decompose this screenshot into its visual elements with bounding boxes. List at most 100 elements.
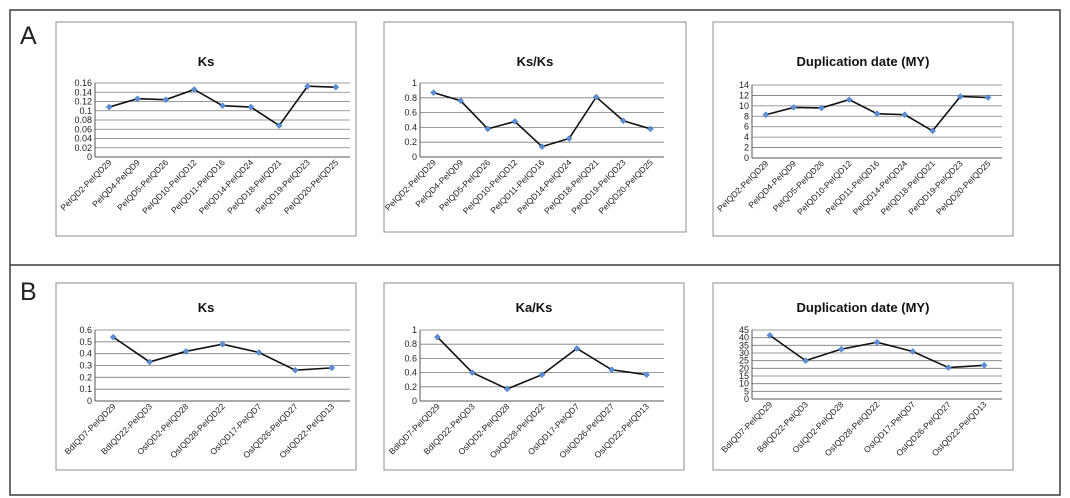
data-point — [818, 104, 825, 112]
chart-title: Ks — [198, 54, 215, 69]
y-tick-label: 0.14 — [74, 87, 92, 97]
y-tick-label: 0 — [412, 152, 417, 162]
data-point — [468, 369, 476, 376]
figure-frame — [9, 9, 1061, 496]
data-point — [538, 371, 546, 379]
y-tick-label: 14 — [739, 80, 749, 90]
data-point — [956, 93, 964, 100]
data-point — [219, 102, 226, 110]
data-point — [332, 83, 340, 91]
y-tick-label: 12 — [739, 90, 749, 100]
data-point — [182, 347, 190, 355]
y-tick-label: 0.6 — [79, 325, 92, 335]
y-tick-label: 0.2 — [79, 372, 92, 382]
data-point — [802, 357, 809, 365]
data-point — [565, 135, 573, 142]
y-tick-label: 0 — [87, 152, 92, 162]
y-tick-label: 0.4 — [404, 368, 417, 378]
chart-1: Ks00.020.040.060.080.10.120.140.16PeIQD2… — [55, 21, 357, 237]
data-point — [766, 332, 774, 339]
y-tick-label: 0.06 — [74, 124, 92, 134]
y-tick-label: 0.4 — [404, 122, 417, 132]
y-tick-label: 0.4 — [79, 349, 92, 359]
chart-title: Duplication date (MY) — [797, 300, 930, 315]
y-tick-label: 25 — [739, 356, 749, 366]
y-tick-label: 0.3 — [79, 361, 92, 371]
data-point — [790, 104, 798, 111]
data-point — [608, 366, 616, 374]
y-tick-label: 0.8 — [404, 339, 417, 349]
chart-4: Ks00.10.20.30.40.50.6BdIQD7-PeIQD29BdIQD… — [55, 282, 357, 471]
data-point — [909, 348, 917, 355]
y-tick-label: 0.02 — [74, 143, 92, 153]
y-tick-label: 0.16 — [74, 78, 92, 88]
data-point — [929, 127, 936, 135]
y-tick-label: 10 — [739, 101, 749, 111]
chart-3: Duplication date (MY)02468101214PeIQD2-P… — [712, 21, 1014, 237]
data-point — [247, 103, 255, 111]
y-tick-label: 15 — [739, 371, 749, 381]
y-tick-label: 10 — [739, 379, 749, 389]
chart-frame — [712, 21, 1014, 237]
y-tick-label: 20 — [739, 363, 749, 373]
data-point — [901, 111, 909, 119]
data-point — [873, 338, 881, 346]
data-point — [837, 345, 845, 353]
chart-title: Duplication date (MY) — [797, 54, 930, 69]
chart-title: Ks/Ks — [517, 54, 554, 69]
chart-frame — [55, 282, 357, 471]
y-tick-label: 0.8 — [404, 93, 417, 103]
y-tick-label: 0.12 — [74, 97, 92, 107]
y-tick-label: 0.6 — [404, 353, 417, 363]
y-tick-label: 5 — [744, 386, 749, 396]
chart-5: Ka/Ks00.20.40.60.81BdIQD7-PeIQD29BdIQD22… — [383, 282, 685, 471]
data-point — [873, 110, 881, 118]
chart-frame — [712, 282, 1014, 471]
data-point — [105, 103, 113, 111]
y-tick-label: 0.1 — [79, 106, 92, 116]
y-tick-label: 0.2 — [404, 137, 417, 147]
y-tick-label: 1 — [412, 325, 417, 335]
panel-label-b: B — [20, 278, 37, 306]
chart-frame — [383, 282, 685, 471]
data-point — [845, 96, 853, 103]
data-point — [647, 125, 654, 133]
data-point — [134, 95, 141, 103]
data-point — [484, 125, 492, 133]
data-point — [503, 385, 511, 393]
panel-label-a: A — [20, 22, 37, 50]
data-point — [643, 371, 650, 379]
data-point — [573, 345, 581, 352]
data-point — [945, 364, 952, 371]
data-point — [538, 143, 546, 150]
y-tick-label: 0.04 — [74, 134, 92, 144]
data-point — [219, 340, 226, 348]
y-tick-label: 0 — [744, 153, 749, 163]
data-point — [762, 111, 770, 119]
charts-layer: Ks00.020.040.060.080.10.120.140.16PeIQD2… — [55, 21, 1014, 471]
y-tick-label: 0 — [412, 396, 417, 406]
y-tick-label: 35 — [739, 340, 749, 350]
y-tick-label: 0.1 — [79, 384, 92, 394]
y-tick-label: 0 — [744, 394, 749, 404]
data-point — [434, 333, 441, 341]
y-tick-label: 30 — [739, 348, 749, 358]
data-point — [162, 96, 170, 104]
y-tick-label: 4 — [744, 132, 749, 142]
data-point — [980, 361, 988, 369]
data-point — [304, 82, 311, 90]
y-tick-label: 0.2 — [404, 382, 417, 392]
data-point — [292, 366, 299, 374]
data-point — [619, 117, 627, 125]
y-tick-label: 40 — [739, 333, 749, 343]
data-point — [592, 93, 600, 101]
data-point — [146, 358, 153, 366]
data-point — [457, 97, 465, 105]
data-point — [511, 118, 519, 125]
chart-6: Duplication date (MY)051015202530354045B… — [712, 282, 1014, 471]
y-tick-label: 6 — [744, 122, 749, 132]
y-tick-label: 0 — [87, 396, 92, 406]
chart-title: Ka/Ks — [516, 300, 553, 315]
data-point — [328, 364, 336, 372]
